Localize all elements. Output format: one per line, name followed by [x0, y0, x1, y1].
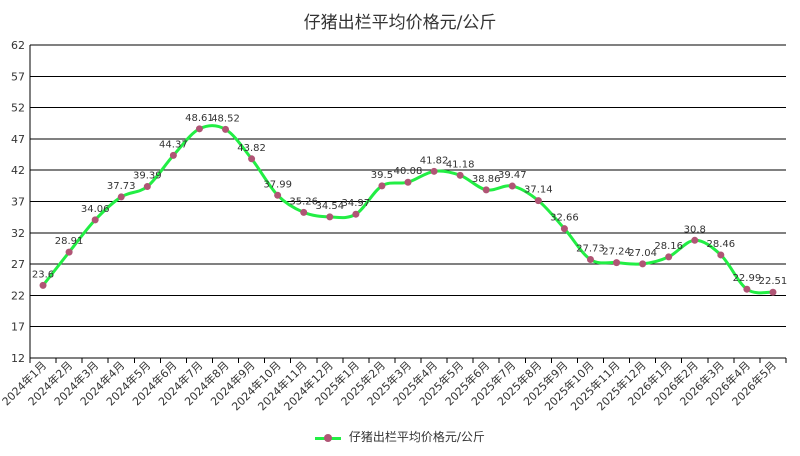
data-label: 44.37: [159, 139, 188, 150]
data-label: 40.08: [394, 166, 423, 177]
chart-title: 仔猪出栏平均价格元/公斤: [303, 13, 497, 33]
data-point: [456, 171, 464, 179]
data-point: [65, 248, 73, 256]
data-label: 39.5: [371, 170, 393, 181]
data-label: 38.86: [472, 174, 501, 185]
legend: 仔猪出栏平均价格元/公斤: [0, 428, 800, 445]
y-tick-label: 27: [11, 258, 25, 271]
data-point: [482, 186, 490, 194]
data-label: 34.06: [81, 204, 110, 215]
y-tick-label: 37: [11, 196, 25, 209]
data-point: [274, 191, 282, 199]
data-label: 37.99: [263, 179, 292, 190]
data-point: [430, 167, 438, 175]
data-point: [326, 213, 334, 221]
data-label: 43.82: [237, 143, 266, 154]
data-point: [378, 182, 386, 190]
data-point: [534, 197, 542, 205]
legend-label: 仔猪出栏平均价格元/公斤: [348, 430, 485, 444]
data-label: 27.73: [576, 244, 605, 255]
y-tick-label: 17: [11, 321, 25, 334]
y-tick-label: 12: [11, 352, 25, 365]
y-tick-label: 22: [11, 289, 25, 302]
data-point: [91, 216, 99, 224]
data-label: 34.54: [315, 201, 344, 212]
data-point: [169, 151, 177, 159]
y-tick-label: 32: [11, 227, 25, 240]
data-label: 34.97: [342, 198, 371, 209]
data-point: [769, 288, 777, 296]
data-point: [691, 236, 699, 244]
y-tick-label: 42: [11, 164, 25, 177]
data-label: 28.46: [707, 239, 736, 250]
data-label: 28.16: [654, 241, 683, 252]
data-point: [195, 125, 203, 133]
data-label: 48.52: [211, 113, 240, 124]
data-point: [222, 125, 230, 133]
data-point: [404, 178, 412, 186]
data-label: 37.73: [107, 181, 136, 192]
data-label: 27.04: [628, 248, 657, 259]
y-tick-label: 47: [11, 133, 25, 146]
data-label: 41.82: [420, 155, 449, 166]
data-label: 37.14: [524, 185, 553, 196]
data-point: [117, 193, 125, 201]
data-label: 23.6: [32, 269, 54, 280]
legend-swatch: [315, 433, 342, 443]
data-label: 22.51: [759, 276, 788, 287]
data-label: 48.61: [185, 113, 214, 124]
data-label: 32.66: [550, 213, 579, 224]
data-point: [508, 182, 516, 190]
data-label: 41.18: [446, 159, 475, 170]
data-label: 27.24: [602, 247, 631, 258]
data-point: [717, 251, 725, 259]
data-point: [586, 256, 594, 264]
data-point: [143, 183, 151, 191]
data-label: 22.99: [733, 273, 762, 284]
data-point: [300, 208, 308, 216]
data-point: [248, 155, 256, 163]
data-point: [560, 225, 568, 233]
data-point: [665, 253, 673, 261]
data-point: [639, 260, 647, 268]
data-point: [613, 259, 621, 267]
y-tick-label: 62: [11, 39, 25, 52]
data-label: 28.91: [55, 236, 84, 247]
data-label: 30.8: [684, 224, 706, 235]
data-label: 39.39: [133, 171, 162, 182]
y-tick-label: 57: [11, 70, 25, 83]
series-line: [41, 124, 774, 295]
data-point: [39, 281, 47, 289]
data-label: 39.47: [498, 170, 527, 181]
data-point: [352, 210, 360, 218]
data-point: [743, 285, 751, 293]
data-label: 35.26: [289, 196, 318, 207]
y-tick-label: 52: [11, 102, 25, 115]
